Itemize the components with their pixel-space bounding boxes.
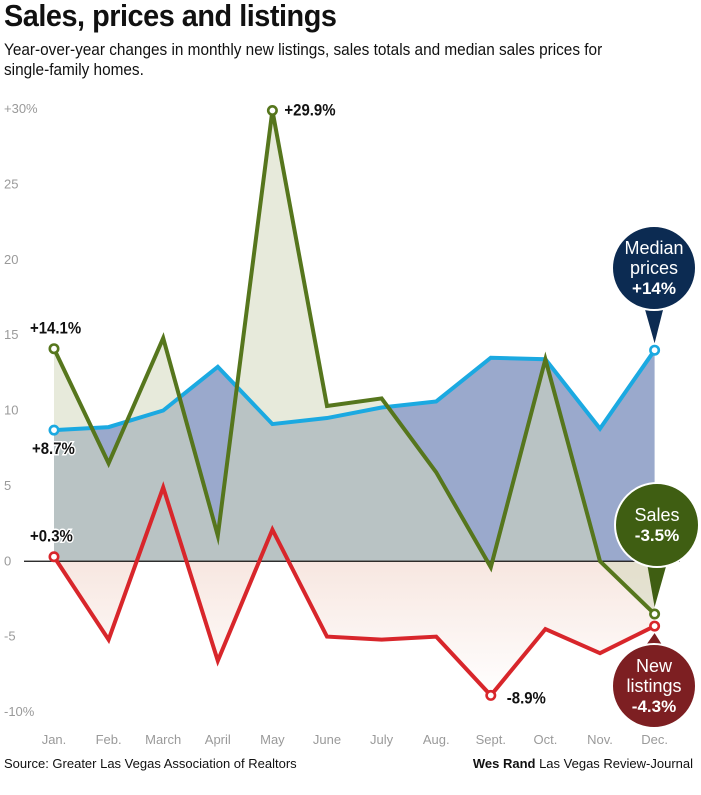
y-tick-label: -5 xyxy=(4,629,16,644)
y-tick-label: 15 xyxy=(4,327,18,342)
x-tick-label: Sept. xyxy=(476,732,506,747)
x-tick-label: Feb. xyxy=(96,732,122,747)
series-line-1 xyxy=(52,110,656,616)
callout-label: Median xyxy=(624,238,683,258)
value-label: +14.1% xyxy=(30,320,81,338)
y-tick-label: 20 xyxy=(4,252,18,267)
series-line-0 xyxy=(53,349,657,433)
x-tick-label: Oct. xyxy=(533,732,557,747)
y-tick-label: 25 xyxy=(4,176,18,191)
y-tick-label: -10% xyxy=(4,704,35,719)
chart-title: Sales, prices and listings xyxy=(4,0,337,33)
source-note: Source: Greater Las Vegas Association of… xyxy=(4,756,297,771)
x-tick-label: Aug. xyxy=(423,732,450,747)
y-tick-label: 0 xyxy=(4,553,11,568)
data-marker xyxy=(266,105,278,117)
data-marker xyxy=(48,424,60,436)
callout-value: -3.5% xyxy=(635,526,679,545)
callout-value: +14% xyxy=(632,279,676,298)
callout-value: -4.3% xyxy=(632,697,676,716)
callout-bubble xyxy=(611,643,697,729)
callout-label: New xyxy=(636,656,673,676)
x-tick-label: Dec. xyxy=(641,732,668,747)
value-label: +8.7% xyxy=(32,440,75,458)
y-tick-label: 5 xyxy=(4,478,11,493)
credit-name: Wes Rand xyxy=(472,756,536,771)
listings-area xyxy=(54,487,655,696)
data-marker xyxy=(485,689,497,701)
x-tick-label: Jan. xyxy=(42,732,67,747)
data-marker xyxy=(48,551,60,563)
data-marker xyxy=(48,343,60,355)
x-tick-label: May xyxy=(260,732,285,747)
x-tick-label: July xyxy=(370,732,394,747)
chart-subtitle: Year-over-year changes in monthly new li… xyxy=(4,41,603,79)
callout-pointer xyxy=(647,563,667,608)
callout-label: listings xyxy=(626,676,681,696)
credit: Wes Rand Las Vegas Review-Journal xyxy=(473,756,693,771)
data-marker xyxy=(649,608,661,620)
value-label: +29.9% xyxy=(284,102,335,120)
data-marker xyxy=(649,344,661,356)
value-label: -8.9% xyxy=(507,690,546,708)
callout-label: Sales xyxy=(634,505,679,525)
credit-org: Las Vegas Review-Journal xyxy=(539,756,693,771)
x-tick-label: March xyxy=(145,732,181,747)
y-tick-label: +30% xyxy=(4,101,38,116)
x-tick-label: Nov. xyxy=(587,732,613,747)
data-marker xyxy=(649,620,661,632)
y-tick-label: 10 xyxy=(4,403,18,418)
x-tick-label: June xyxy=(313,732,341,747)
callout-bubble xyxy=(611,225,697,311)
series-line-2 xyxy=(52,481,656,699)
value-label: +0.3% xyxy=(30,528,73,546)
callout-label: prices xyxy=(630,258,678,278)
callout-pointer xyxy=(644,306,664,344)
x-tick-label: April xyxy=(205,732,231,747)
callout-bubble xyxy=(614,482,700,568)
